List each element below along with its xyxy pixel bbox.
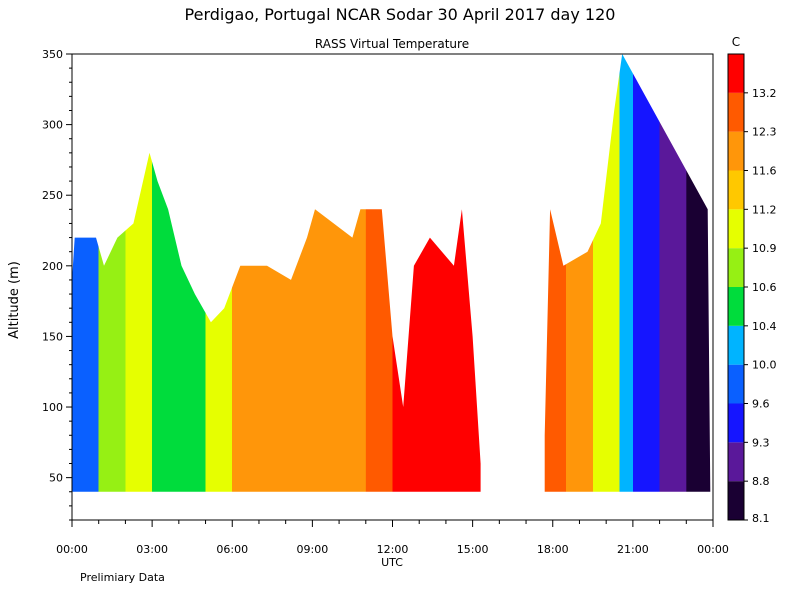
chart-subtitle: RASS Virtual Temperature xyxy=(315,37,469,51)
x-tick-label: 18:00 xyxy=(537,543,569,556)
x-tick-label: 12:00 xyxy=(377,543,409,556)
colorbar-label: 11.6 xyxy=(752,165,777,178)
colorbar-label: 11.2 xyxy=(752,203,777,216)
data-region-evening xyxy=(544,54,711,492)
colorbar-label: 13.2 xyxy=(752,87,777,100)
y-tick-label: 350 xyxy=(42,48,63,61)
footnote: Prelimiary Data xyxy=(80,571,165,584)
x-axis-label: UTC xyxy=(381,556,403,569)
colorbar-label: 12.3 xyxy=(752,126,777,139)
y-tick-label: 100 xyxy=(42,401,63,414)
colorbar-swatch xyxy=(728,248,744,287)
colorbar-swatch xyxy=(728,92,744,132)
colorbar-swatch xyxy=(728,403,744,443)
y-axis-label: Altitude (m) xyxy=(7,261,22,339)
colorbar-swatch xyxy=(728,131,744,171)
x-tick-label: 15:00 xyxy=(457,543,489,556)
colorbar-label: 8.8 xyxy=(752,475,770,488)
colorbar-label: 8.1 xyxy=(752,512,770,525)
colorbar-swatch xyxy=(728,170,744,210)
colorbar-label: 9.3 xyxy=(752,436,770,449)
y-tick-label: 300 xyxy=(42,119,63,132)
y-tick-label: 150 xyxy=(42,330,63,343)
y-tick-label: 200 xyxy=(42,260,63,273)
y-axis: 50 100 150 200 250 300 350 xyxy=(42,48,72,521)
colorbar-label: 10.4 xyxy=(752,320,777,333)
x-tick-label: 09:00 xyxy=(297,543,329,556)
colorbar-swatch xyxy=(728,364,744,404)
colorbar: 8.1 8.8 9.3 9.6 10.0 10.4 10.6 10.9 11.2 11.6 12.3… xyxy=(727,53,777,525)
colorbar-label: 10.0 xyxy=(752,359,777,372)
chart-title: Perdigao, Portugal NCAR Sodar 30 April 2… xyxy=(185,5,616,24)
colorbar-label: 10.6 xyxy=(752,281,777,294)
colorbar-swatch xyxy=(728,287,744,326)
temperature-field xyxy=(72,54,711,492)
x-tick-label: 00:00 xyxy=(697,543,729,556)
y-tick-label: 250 xyxy=(42,189,63,202)
colorbar-label: 9.6 xyxy=(752,398,770,411)
colorbar-swatch xyxy=(728,54,744,93)
colorbar-swatch xyxy=(728,442,744,482)
colorbar-swatch xyxy=(728,325,744,365)
x-tick-label: 03:00 xyxy=(136,543,168,556)
colorbar-label: 10.9 xyxy=(752,242,777,255)
x-tick-label: 06:00 xyxy=(216,543,248,556)
x-axis: 00:00 03:00 06:00 09:00 12:00 15:00 18:00 21:00… xyxy=(56,520,729,556)
colorbar-swatch xyxy=(728,481,744,520)
x-tick-label: 00:00 xyxy=(56,543,88,556)
colorbar-swatch xyxy=(728,209,744,249)
data-region-morning xyxy=(72,152,481,492)
y-tick-label: 50 xyxy=(49,472,63,485)
colorbar-unit-label: C xyxy=(732,35,740,49)
x-tick-label: 21:00 xyxy=(617,543,649,556)
